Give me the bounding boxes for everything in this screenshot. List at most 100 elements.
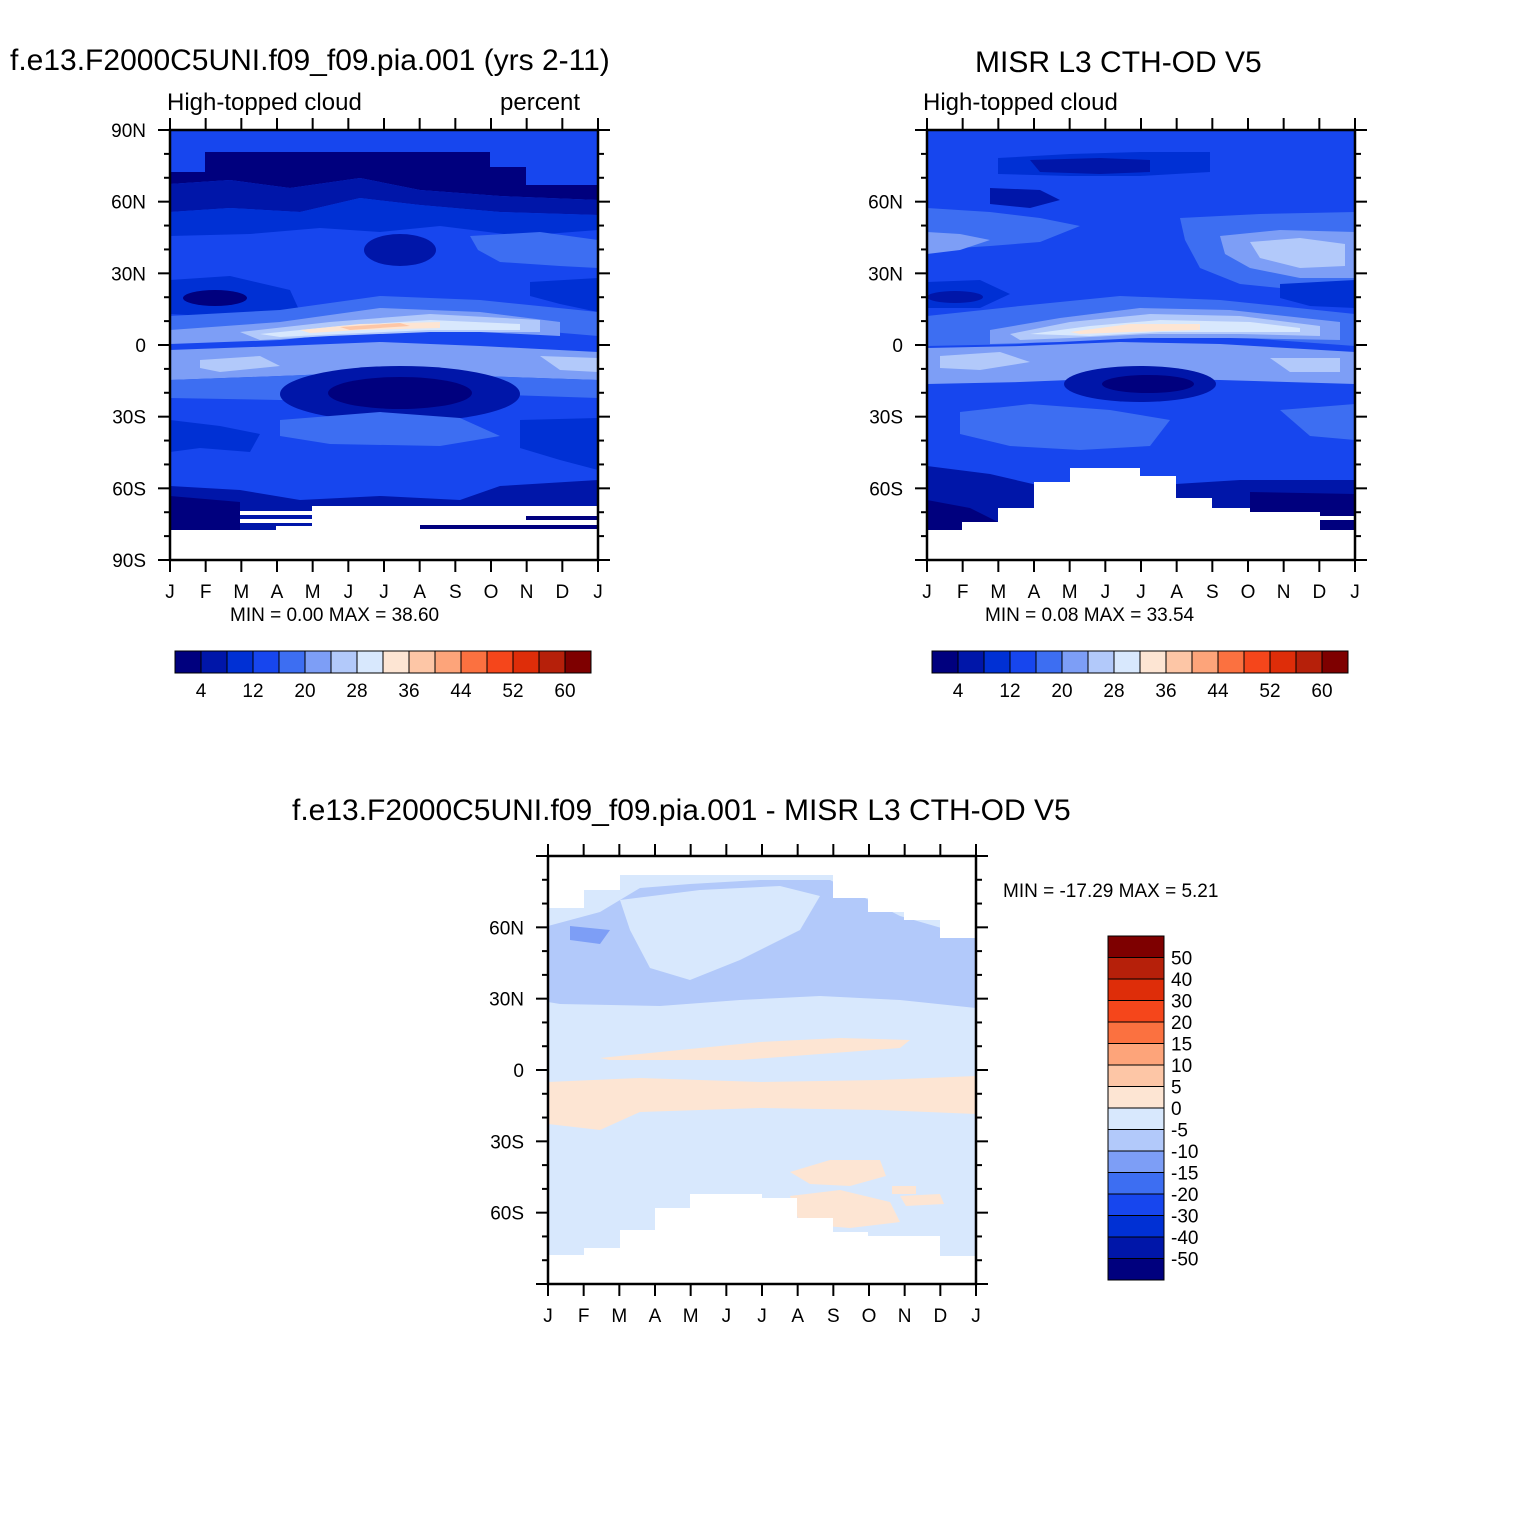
month-tick-label: J [593, 582, 603, 603]
latitude-tick-label: 30S [869, 408, 903, 429]
latitude-tick-label: 60N [111, 193, 146, 214]
colorbar-label: 12 [999, 681, 1020, 702]
model-units-label: percent [500, 89, 581, 116]
obs-variable-label: High-topped cloud [923, 89, 1118, 116]
month-tick-label: F [957, 582, 969, 603]
model-min-max: MIN = 0.00 MAX = 38.60 [230, 605, 440, 626]
colorbar-label: 52 [1259, 681, 1280, 702]
month-tick-label: A [1028, 582, 1041, 603]
colorbar-label: 15 [1171, 1035, 1192, 1056]
month-tick-label: D [933, 1306, 947, 1327]
latitude-tick-label: 0 [135, 336, 146, 357]
colorbar-swatch [1107, 935, 1165, 958]
latitude-tick-label: 60S [490, 1204, 524, 1225]
colorbar-label: 4 [953, 681, 964, 702]
colorbar-label: 60 [1311, 681, 1332, 702]
colorbar-label: 28 [1103, 681, 1124, 702]
obs-min-max: MIN = 0.08 MAX = 33.54 [985, 605, 1195, 626]
model-plot-title: f.e13.F2000C5UNI.f09_f09.pia.001 (yrs 2-… [10, 44, 610, 77]
latitude-tick-label: 60S [869, 479, 903, 500]
colorbar-swatch [1243, 650, 1271, 674]
latitude-tick-label: 60N [868, 193, 903, 214]
colorbar-label: 5 [1171, 1078, 1182, 1099]
colorbar-swatch [330, 650, 358, 674]
colorbar-swatch [408, 650, 436, 674]
latitude-tick-label: 0 [513, 1061, 524, 1082]
colorbar-swatch [1107, 957, 1165, 980]
colorbar-label: 4 [196, 681, 207, 702]
month-tick-label: J [165, 582, 175, 603]
diff-min-max: MIN = -17.29 MAX = 5.21 [1003, 881, 1219, 902]
colorbar-label: -40 [1171, 1228, 1198, 1249]
model-contour-field [170, 130, 598, 560]
month-tick-label: A [649, 1306, 662, 1327]
colorbar-label: 36 [1155, 681, 1176, 702]
colorbar-swatch [174, 650, 202, 674]
month-tick-label: J [971, 1306, 981, 1327]
colorbar-swatch [957, 650, 985, 674]
month-tick-label: A [1170, 582, 1183, 603]
month-tick-label: S [1206, 582, 1219, 603]
colorbar-swatch [1295, 650, 1323, 674]
colorbar-swatch [1107, 1193, 1165, 1216]
colorbar-label: -15 [1171, 1164, 1198, 1185]
model-variable-label: High-topped cloud [167, 89, 362, 116]
colorbar-swatch [1139, 650, 1167, 674]
colorbar-swatch [486, 650, 514, 674]
obs-plot-title: MISR L3 CTH-OD V5 [975, 46, 1262, 79]
colorbar-swatch [1009, 650, 1037, 674]
colorbar-swatch [1107, 1043, 1165, 1066]
colorbar-swatch [564, 650, 592, 674]
colorbar-label: 60 [554, 681, 575, 702]
latitude-tick-label: 30N [868, 264, 903, 285]
colorbar-label: 50 [1171, 949, 1192, 970]
colorbar-label: -20 [1171, 1185, 1198, 1206]
month-tick-label: A [271, 582, 284, 603]
month-tick-label: M [990, 582, 1006, 603]
colorbar-swatch [1107, 1236, 1165, 1259]
colorbar-label: -50 [1171, 1250, 1198, 1271]
month-tick-label: F [578, 1306, 590, 1327]
colorbar-swatch [1217, 650, 1245, 674]
colorbar-label: 20 [1171, 1013, 1192, 1034]
latitude-tick-label: 30N [111, 264, 146, 285]
month-tick-label: J [722, 1306, 732, 1327]
month-tick-label: J [1101, 582, 1111, 603]
colorbar-swatch [1321, 650, 1349, 674]
month-tick-label: N [1277, 582, 1291, 603]
colorbar-label: 20 [294, 681, 315, 702]
month-tick-label: J [344, 582, 354, 603]
latitude-tick-label: 30S [490, 1132, 524, 1153]
month-tick-label: A [413, 582, 426, 603]
colorbar-swatch [252, 650, 280, 674]
colorbar-label: 44 [450, 681, 472, 702]
colorbar-label: 10 [1171, 1056, 1192, 1077]
month-tick-label: M [233, 582, 249, 603]
obs-contour-field [927, 130, 1355, 560]
colorbar-label: 52 [502, 681, 523, 702]
month-tick-label: A [791, 1306, 804, 1327]
colorbar-swatch [356, 650, 384, 674]
month-tick-label: J [379, 582, 389, 603]
month-tick-label: O [1241, 582, 1256, 603]
month-tick-label: S [827, 1306, 840, 1327]
colorbar-label: -30 [1171, 1207, 1198, 1228]
colorbar-swatch [512, 650, 540, 674]
colorbar-swatch [1165, 650, 1193, 674]
colorbar-swatch [1107, 1150, 1165, 1173]
colorbar-swatch [1107, 1107, 1165, 1130]
colorbar-swatch [1035, 650, 1063, 674]
colorbar-swatch [1107, 1000, 1165, 1023]
month-tick-label: N [898, 1306, 912, 1327]
colorbar-label: -5 [1171, 1121, 1188, 1142]
colorbar-label: 40 [1171, 970, 1192, 991]
colorbar-swatch [278, 650, 306, 674]
month-tick-label: O [484, 582, 499, 603]
colorbar-swatch [1107, 1064, 1165, 1087]
latitude-tick-label: 30S [112, 408, 146, 429]
colorbar-swatch [460, 650, 488, 674]
colorbar-swatch [1107, 978, 1165, 1001]
latitude-tick-label: 90S [112, 551, 146, 572]
month-tick-label: M [305, 582, 321, 603]
